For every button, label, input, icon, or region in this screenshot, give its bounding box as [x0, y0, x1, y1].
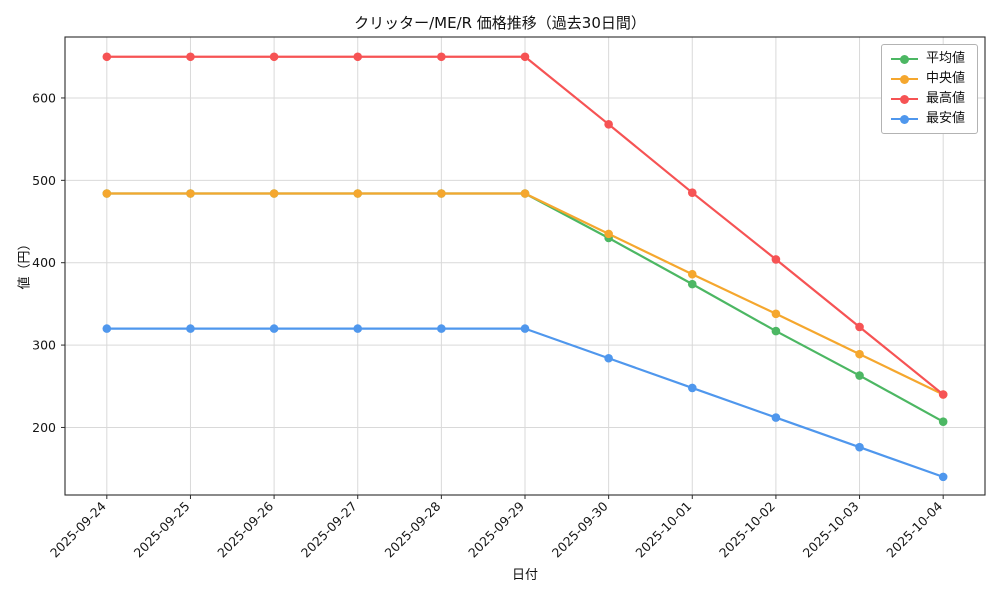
- legend-marker-icon: [890, 73, 918, 85]
- legend-dot-icon: [899, 94, 909, 104]
- series-marker-median: [855, 349, 864, 359]
- series-marker-median: [520, 189, 530, 198]
- series-marker-max: [437, 52, 446, 62]
- series-marker-min: [771, 413, 781, 422]
- legend-dot-icon: [899, 74, 909, 84]
- x-axis-label: 日付: [511, 568, 538, 583]
- y-tick-label: 400: [32, 255, 56, 270]
- y-tick-label: 300: [32, 338, 56, 353]
- legend-marker-icon: [890, 113, 918, 125]
- series-marker-max: [687, 188, 697, 197]
- series-marker-max: [855, 322, 864, 332]
- y-tick-label: 500: [32, 173, 56, 188]
- series-marker-min: [520, 324, 530, 333]
- series-marker-max: [520, 52, 530, 62]
- series-marker-average: [938, 417, 948, 426]
- series-marker-max: [938, 390, 948, 399]
- legend-marker-icon: [890, 93, 918, 105]
- series-marker-max: [604, 120, 613, 129]
- legend-marker-icon: [890, 53, 918, 65]
- series-marker-min: [604, 353, 613, 363]
- series-marker-median: [353, 189, 363, 198]
- series-marker-max: [186, 52, 195, 62]
- x-tick-label: 2025-10-03: [800, 499, 862, 561]
- legend-label: 平均値: [925, 51, 965, 66]
- series-marker-min: [186, 324, 195, 333]
- legend-item-max: 最高値: [890, 91, 965, 106]
- series-marker-max: [269, 52, 279, 62]
- series-marker-median: [186, 189, 195, 198]
- x-tick-label: 2025-10-04: [883, 498, 945, 560]
- legend-label: 中央値: [925, 71, 965, 86]
- series-marker-min: [437, 324, 446, 333]
- series-marker-average: [687, 279, 697, 289]
- series-marker-average: [771, 326, 781, 336]
- legend-dot-icon: [899, 114, 909, 124]
- series-marker-median: [604, 229, 613, 239]
- series-marker-average: [855, 371, 864, 380]
- y-tick-label: 200: [32, 420, 56, 435]
- series-marker-min: [687, 383, 697, 393]
- x-tick-label: 2025-09-30: [549, 498, 611, 560]
- legend-dot-icon: [899, 54, 909, 64]
- series-marker-max: [771, 255, 781, 264]
- series-marker-max: [353, 52, 363, 62]
- series-marker-min: [855, 442, 864, 452]
- x-tick-label: 2025-09-28: [382, 498, 444, 560]
- series-marker-median: [102, 189, 112, 198]
- y-tick-label: 600: [32, 90, 56, 105]
- series-marker-median: [269, 189, 279, 198]
- legend: 平均値中央値最高値最安値: [880, 44, 978, 134]
- legend-label: 最高値: [925, 91, 965, 106]
- x-tick-label: 2025-10-01: [632, 499, 694, 561]
- series-marker-min: [269, 324, 279, 333]
- series-marker-min: [102, 324, 112, 333]
- x-tick-label: 2025-09-29: [465, 498, 527, 560]
- x-tick-label: 2025-09-27: [298, 499, 360, 561]
- series-marker-min: [353, 324, 363, 333]
- legend-item-min: 最安値: [890, 111, 965, 126]
- series-marker-min: [938, 472, 948, 482]
- series-marker-median: [437, 189, 446, 198]
- legend-label: 最安値: [925, 111, 965, 126]
- series-marker-median: [771, 309, 781, 319]
- series-marker-median: [687, 269, 697, 279]
- y-axis-label: 値（円）: [17, 237, 33, 290]
- x-tick-label: 2025-10-02: [716, 499, 778, 561]
- series-marker-max: [102, 52, 112, 62]
- legend-item-average: 平均値: [890, 51, 965, 66]
- chart-title: クリッター/ME/R 価格推移（過去30日間）: [354, 14, 646, 32]
- x-tick-label: 2025-09-24: [47, 498, 109, 560]
- legend-item-median: 中央値: [890, 71, 965, 86]
- x-tick-label: 2025-09-26: [214, 498, 276, 560]
- x-tick-label: 2025-09-25: [131, 499, 193, 561]
